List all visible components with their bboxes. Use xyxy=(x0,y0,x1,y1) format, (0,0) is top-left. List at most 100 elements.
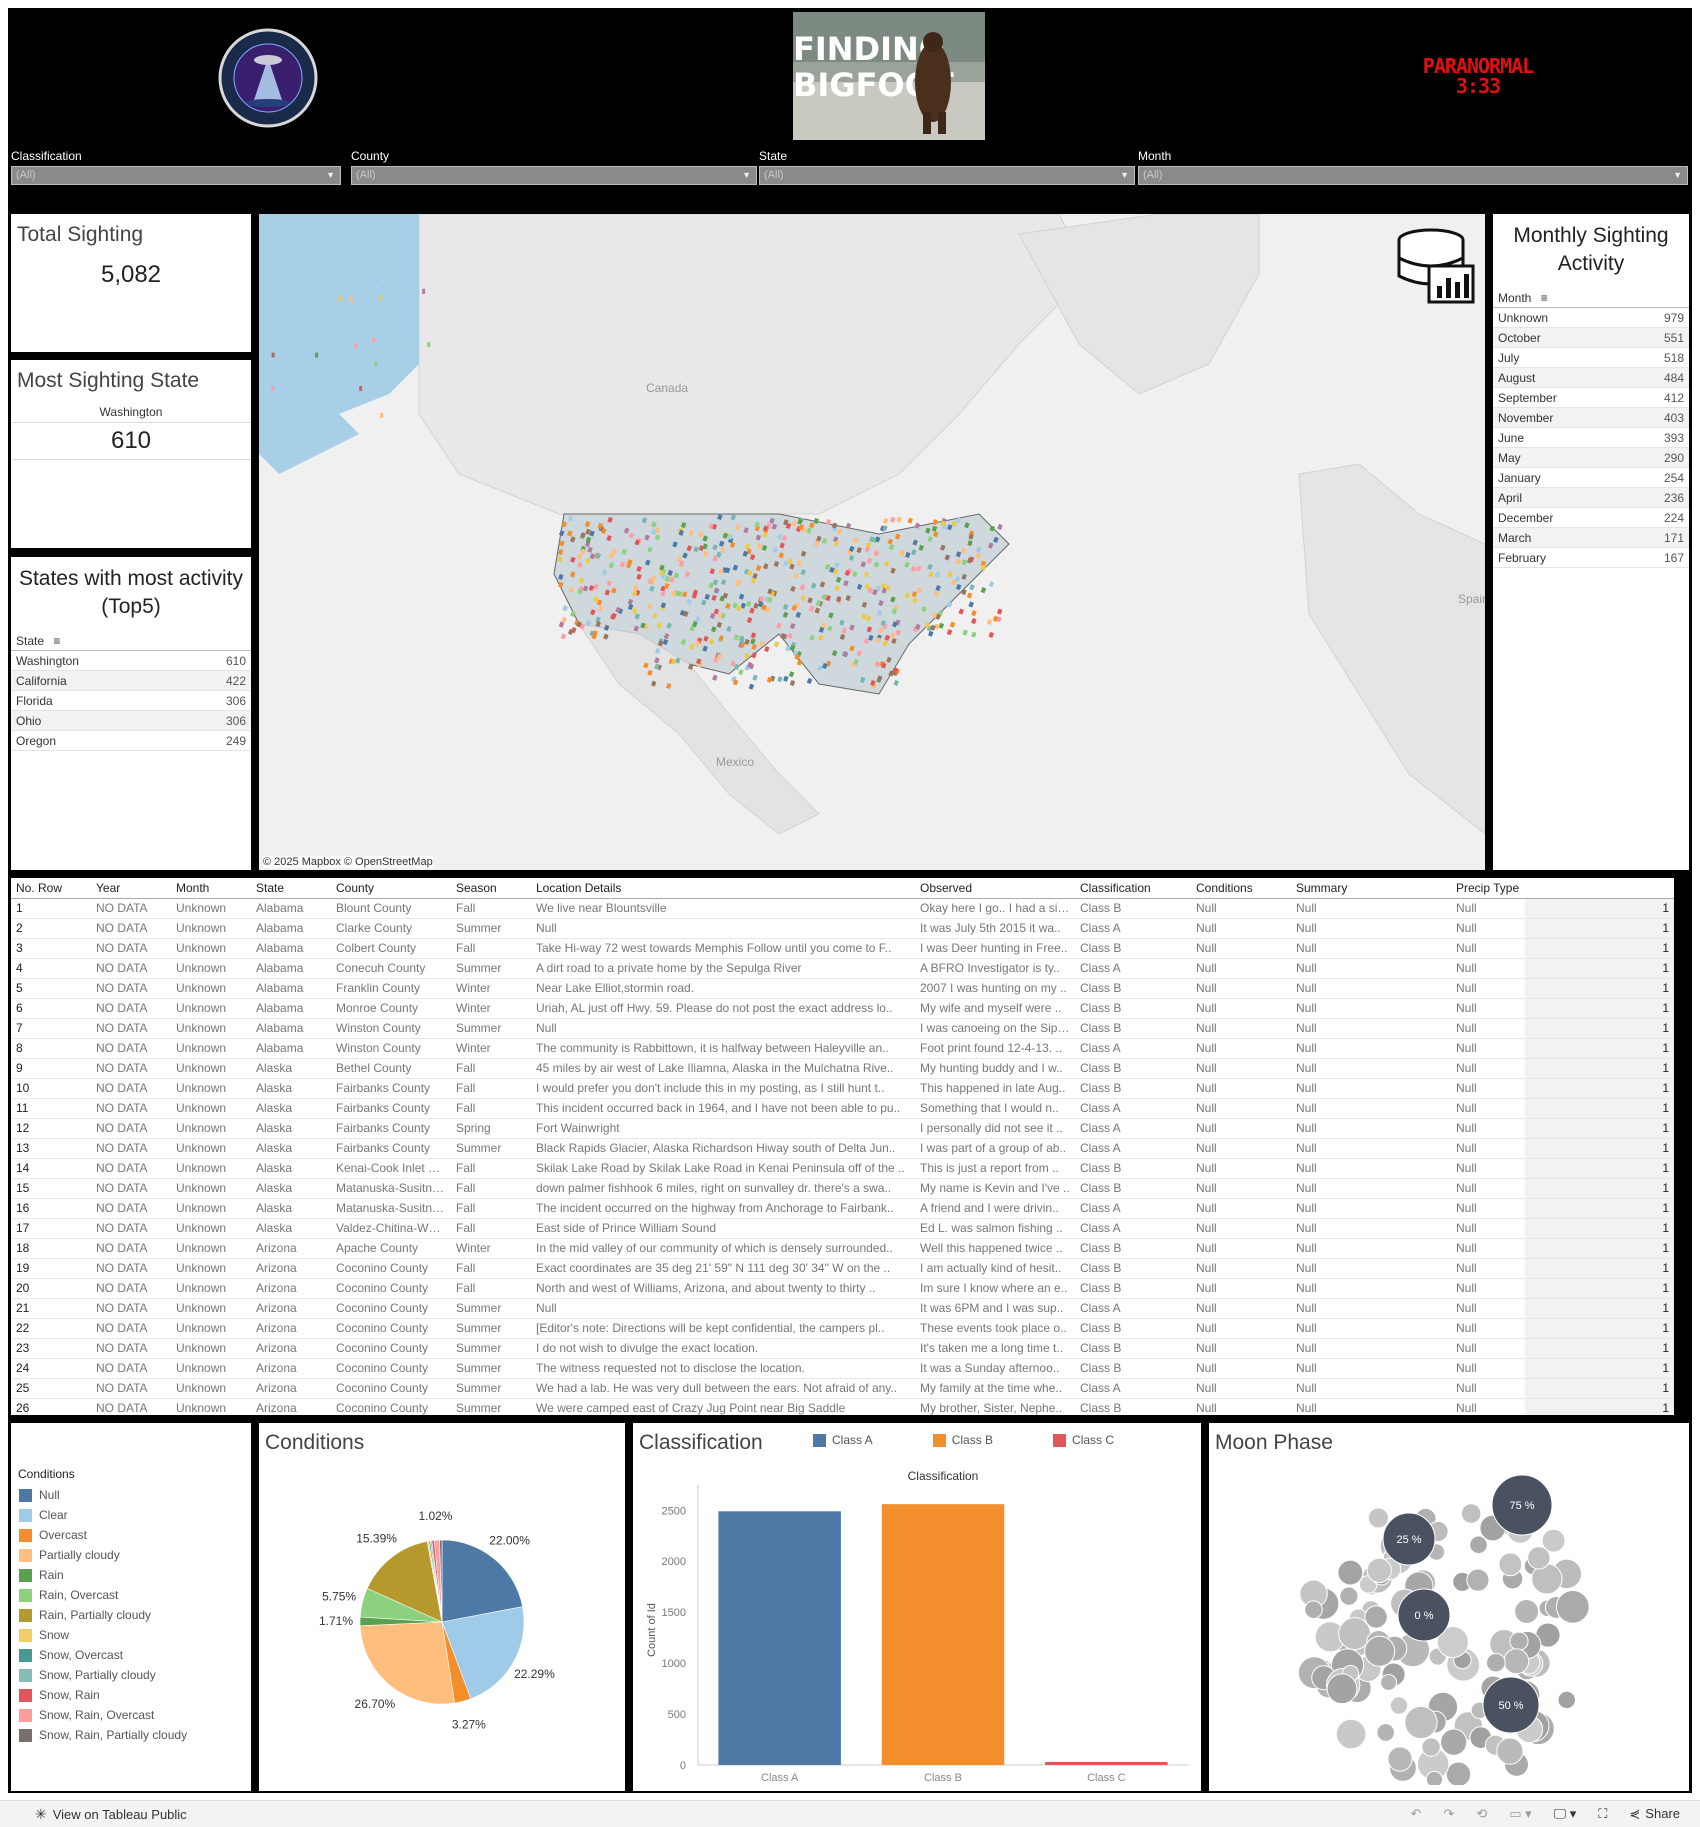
table-row[interactable]: 4 NO DATA Unknown Alabama Conecuh County Summ… xyxy=(11,958,1674,979)
column-header[interactable]: State xyxy=(251,878,331,899)
class-legend-item[interactable]: Class B xyxy=(932,1433,993,1447)
table-row[interactable]: 8 NO DATA Unknown Alabama Winston County Wint… xyxy=(11,1038,1674,1059)
moon-bubble[interactable] xyxy=(1367,1507,1389,1529)
top5-header[interactable]: State ≡ xyxy=(11,631,251,651)
moon-bubble[interactable] xyxy=(1326,1673,1358,1705)
top5-row[interactable]: Washington 610 xyxy=(11,651,251,671)
sightings-table[interactable]: No. Row Year Month State County Season Locatio… xyxy=(11,878,1674,1415)
column-header[interactable] xyxy=(1525,878,1674,899)
classification-bar-chart[interactable]: Classification Count of Id 0 500 1000 1500 200… xyxy=(633,1423,1201,1791)
moon-bubble[interactable] xyxy=(1527,1546,1551,1570)
table-row[interactable]: 15 NO DATA Unknown Alaska Matanuska-Susitna … xyxy=(11,1178,1674,1199)
table-row[interactable]: 18 NO DATA Unknown Arizona Apache County Wint… xyxy=(11,1238,1674,1259)
sort-icon[interactable]: ≡ xyxy=(1540,291,1548,305)
legend-item[interactable]: Rain, Partially cloudy xyxy=(11,1605,251,1625)
legend-item[interactable]: Rain, Overcast xyxy=(11,1585,251,1605)
table-row[interactable]: 23 NO DATA Unknown Arizona Coconino County Su… xyxy=(11,1338,1674,1359)
legend-item[interactable]: Snow, Partially cloudy xyxy=(11,1665,251,1685)
moon-phase-bubble[interactable] xyxy=(1382,1512,1436,1566)
view-on-tableau-link[interactable]: ✳ View on Tableau Public xyxy=(35,1806,187,1823)
legend-item[interactable]: Snow, Overcast xyxy=(11,1645,251,1665)
moon-bubble[interactable] xyxy=(1380,1673,1398,1691)
monthly-row[interactable]: June 393 xyxy=(1493,428,1689,448)
legend-item[interactable]: Partially cloudy xyxy=(11,1545,251,1565)
download-icon[interactable]: 🖵 ▾ xyxy=(1553,1806,1577,1821)
table-row[interactable]: 24 NO DATA Unknown Arizona Coconino County Su… xyxy=(11,1358,1674,1379)
moon-bubble[interactable] xyxy=(1404,1705,1438,1740)
map-attribution[interactable]: © 2025 Mapbox © OpenStreetMap xyxy=(263,856,433,868)
moon-bubble[interactable] xyxy=(1557,1690,1576,1710)
moon-bubble[interactable] xyxy=(1364,1635,1396,1667)
table-row[interactable]: 2 NO DATA Unknown Alabama Clarke County Summe… xyxy=(11,918,1674,939)
top5-row[interactable]: Ohio 306 xyxy=(11,711,251,731)
county-dropdown[interactable]: (All) ▼ xyxy=(351,166,757,185)
monthly-row[interactable]: March 171 xyxy=(1493,528,1689,548)
top5-row[interactable]: Oregon 249 xyxy=(11,731,251,751)
legend-item[interactable]: Snow, Rain, Overcast xyxy=(11,1705,251,1725)
monthly-row[interactable]: January 254 xyxy=(1493,468,1689,488)
classification-dropdown[interactable]: (All) ▼ xyxy=(11,166,341,185)
column-header[interactable]: Location Details xyxy=(531,878,915,899)
revert-icon[interactable]: ⟲ xyxy=(1476,1806,1488,1821)
moon-bubble[interactable] xyxy=(1389,1696,1409,1715)
table-row[interactable]: 22 NO DATA Unknown Arizona Coconino County Su… xyxy=(11,1318,1674,1339)
table-row[interactable]: 10 NO DATA Unknown Alaska Fairbanks County Fa… xyxy=(11,1078,1674,1099)
pie-slice[interactable] xyxy=(366,1540,443,1623)
state-dropdown[interactable]: (All) ▼ xyxy=(759,166,1135,185)
bar-class-b[interactable] xyxy=(881,1504,1005,1765)
column-header[interactable]: Precip Type xyxy=(1451,878,1525,899)
moon-phase-bubble[interactable] xyxy=(1397,1588,1451,1642)
bar-class-a[interactable] xyxy=(718,1511,841,1765)
table-row[interactable]: 5 NO DATA Unknown Alabama Franklin County Win… xyxy=(11,978,1674,999)
moon-bubble[interactable] xyxy=(1337,1559,1364,1586)
column-header[interactable]: Month xyxy=(171,878,251,899)
refresh-icon[interactable]: ▭ ▾ xyxy=(1509,1806,1532,1821)
undo-icon[interactable]: ↶ xyxy=(1410,1806,1422,1821)
monthly-row[interactable]: October 551 xyxy=(1493,328,1689,348)
monthly-row[interactable]: April 236 xyxy=(1493,488,1689,508)
class-legend-item[interactable]: Class C xyxy=(1053,1433,1114,1447)
legend-item[interactable]: Null xyxy=(11,1485,251,1505)
moon-bubble[interactable] xyxy=(1387,1746,1413,1772)
table-row[interactable]: 17 NO DATA Unknown Alaska Valdez-Chitina-Whi… xyxy=(11,1218,1674,1239)
legend-item[interactable]: Rain xyxy=(11,1565,251,1585)
table-row[interactable]: 9 NO DATA Unknown Alaska Bethel County Fall 45… xyxy=(11,1058,1674,1079)
column-header[interactable]: Year xyxy=(91,878,171,899)
monthly-row[interactable]: July 518 xyxy=(1493,348,1689,368)
moon-bubble[interactable] xyxy=(1466,1568,1490,1592)
monthly-row[interactable]: September 412 xyxy=(1493,388,1689,408)
moon-bubble[interactable] xyxy=(1445,1761,1472,1788)
moon-bubble[interactable] xyxy=(1366,1557,1392,1584)
moon-bubble[interactable] xyxy=(1555,1589,1590,1624)
moon-bubble[interactable] xyxy=(1469,1535,1488,1555)
legend-item[interactable]: Clear xyxy=(11,1505,251,1525)
column-header[interactable]: No. Row xyxy=(11,878,91,899)
top5-row[interactable]: Florida 306 xyxy=(11,691,251,711)
column-header[interactable]: Classification xyxy=(1075,878,1191,899)
top5-row[interactable]: California 422 xyxy=(11,671,251,691)
table-row[interactable]: 7 NO DATA Unknown Alabama Winston County Summ… xyxy=(11,1018,1674,1039)
table-scrollbar[interactable] xyxy=(1674,878,1689,1415)
share-button[interactable]: ⋞ Share xyxy=(1629,1806,1680,1822)
moon-bubble[interactable] xyxy=(1509,1631,1529,1651)
legend-item[interactable]: Snow, Rain xyxy=(11,1685,251,1705)
table-row[interactable]: 25 NO DATA Unknown Arizona Coconino County Su… xyxy=(11,1378,1674,1399)
monthly-row[interactable]: May 290 xyxy=(1493,448,1689,468)
moon-phase-bubble-chart[interactable]: 75 % 25 % 0 % 50 % xyxy=(1209,1455,1689,1788)
moon-bubble[interactable] xyxy=(1376,1723,1396,1742)
moon-bubble[interactable] xyxy=(1425,1770,1444,1788)
moon-bubble[interactable] xyxy=(1339,1586,1359,1606)
table-row[interactable]: 6 NO DATA Unknown Alabama Monroe County Winte… xyxy=(11,998,1674,1019)
monthly-row[interactable]: December 224 xyxy=(1493,508,1689,528)
legend-item[interactable]: Overcast xyxy=(11,1525,251,1545)
table-row[interactable]: 20 NO DATA Unknown Arizona Coconino County Fa… xyxy=(11,1278,1674,1299)
column-header[interactable]: County xyxy=(331,878,451,899)
moon-bubble[interactable] xyxy=(1440,1728,1468,1756)
fullscreen-icon[interactable]: ⛶ xyxy=(1598,1806,1608,1821)
table-row[interactable]: 3 NO DATA Unknown Alabama Colbert County Fall… xyxy=(11,938,1674,959)
monthly-row[interactable]: Unknown 979 xyxy=(1493,308,1689,328)
pie-slice[interactable] xyxy=(359,1621,455,1705)
moon-bubble[interactable] xyxy=(1514,1599,1540,1624)
column-header[interactable]: Season xyxy=(451,878,531,899)
monthly-row[interactable]: February 167 xyxy=(1493,548,1689,568)
